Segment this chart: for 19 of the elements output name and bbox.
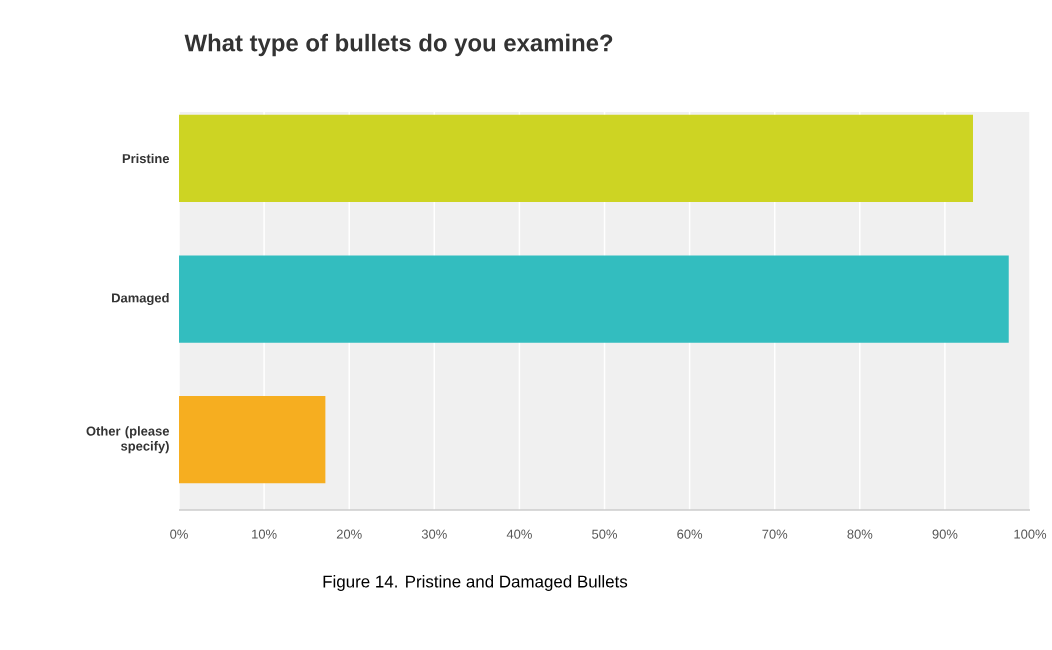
x-tick-label: 0% — [170, 529, 188, 539]
bar — [179, 255, 1009, 343]
bar — [179, 114, 973, 203]
x-tick-label: 50% — [592, 529, 618, 539]
x-tick-label: 80% — [847, 529, 873, 539]
chart-title: What type of bullets do you examine? — [184, 33, 613, 57]
caption: Figure 14. Pristine and Damaged Bullets — [323, 575, 628, 591]
y-tick-label: Other (please specify) — [86, 426, 170, 454]
x-tick-label: 60% — [677, 529, 703, 539]
x-tick-label: 70% — [762, 529, 788, 539]
x-tick-label: 90% — [932, 529, 958, 539]
y-tick-label: Damaged — [112, 292, 169, 306]
y-tick-label: Pristine — [122, 153, 170, 164]
x-tick-label: 20% — [336, 529, 362, 539]
x-tick-label: 100% — [1014, 529, 1047, 539]
x-tick-label: 30% — [421, 529, 447, 539]
x-tick-label: 40% — [506, 529, 532, 539]
x-tick-label: 10% — [252, 529, 277, 539]
bar — [179, 396, 326, 484]
